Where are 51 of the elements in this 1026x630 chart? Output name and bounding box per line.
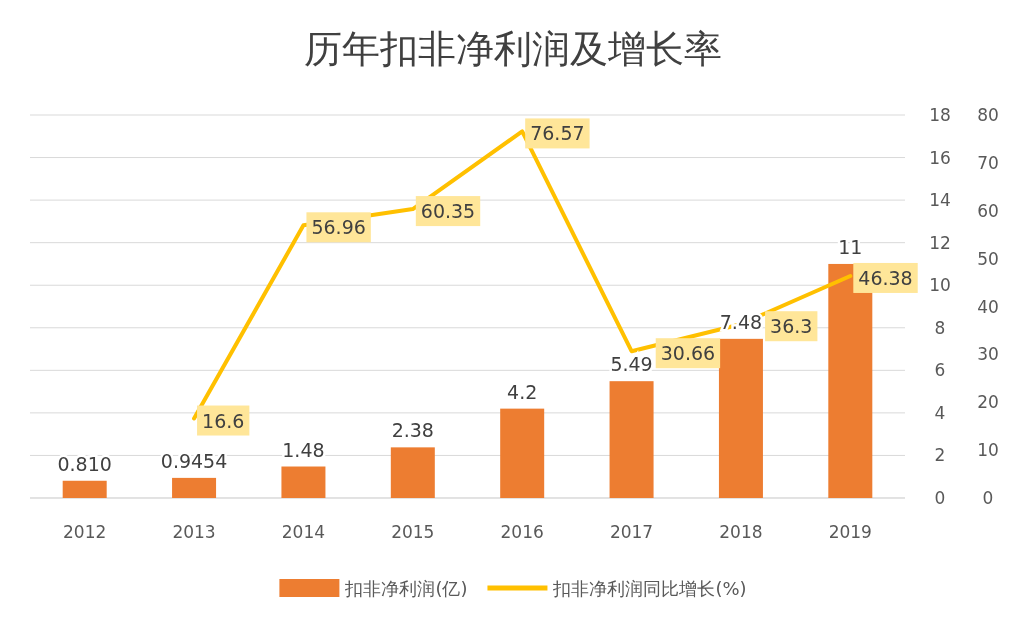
data-label: 56.96	[311, 216, 366, 239]
bar	[500, 408, 545, 498]
y2-tick-label: 20	[977, 392, 999, 413]
x-tick-label: 2013	[172, 522, 216, 542]
bar	[62, 480, 107, 498]
y-tick-label: 8	[934, 317, 946, 338]
data-label: 2.38	[391, 419, 434, 442]
data-label: 0.810	[57, 452, 112, 475]
data-label: 11	[838, 235, 863, 258]
x-tick-label: 2015	[391, 522, 435, 542]
y2-tick-label: 60	[977, 200, 999, 221]
y-tick-label: 2	[934, 445, 946, 466]
x-tick-label: 2016	[500, 522, 544, 542]
legend-label: 扣非净利润(亿)	[344, 578, 468, 599]
data-label: 0.9454	[160, 449, 228, 472]
x-tick-label: 2014	[281, 522, 326, 542]
x-tick-label: 2017	[609, 522, 654, 542]
x-tick-label: 2012	[63, 522, 107, 542]
data-label: 1.48	[282, 438, 325, 461]
bar	[390, 447, 435, 498]
y2-tick-label: 70	[977, 152, 999, 173]
bar	[718, 338, 763, 498]
data-label: 16.6	[202, 409, 245, 432]
data-label: 30.66	[660, 342, 716, 365]
bar	[609, 381, 654, 498]
data-label: 76.57	[530, 122, 585, 145]
data-label: 60.35	[420, 200, 476, 223]
data-label: 46.38	[858, 266, 913, 289]
y2-tick-label: 40	[977, 296, 999, 317]
bar	[281, 466, 326, 498]
x-tick-label: 2019	[828, 522, 872, 542]
data-label: 36.3	[770, 315, 813, 338]
y-tick-label: 6	[934, 360, 946, 381]
y2-tick-label: 0	[982, 488, 994, 508]
y2-tick-label: 30	[977, 344, 999, 365]
bar	[172, 477, 217, 498]
y2-tick-label: 50	[977, 248, 999, 269]
data-label: 4.2	[507, 380, 538, 403]
y-tick-label: 18	[929, 105, 951, 125]
y-tick-label: 16	[929, 147, 951, 168]
y-tick-label: 12	[929, 232, 951, 253]
y-tick-label: 10	[929, 275, 951, 296]
y-tick-label: 4	[934, 402, 946, 423]
chart-title: 历年扣非净利润及增长率	[304, 27, 722, 71]
legend-label: 扣非净利润同比增长(%)	[552, 578, 747, 599]
y-tick-label: 0	[934, 488, 946, 508]
y-tick-label: 14	[929, 190, 951, 211]
y2-tick-label: 80	[977, 105, 999, 125]
y2-tick-label: 10	[977, 440, 999, 461]
data-label: 5.49	[610, 353, 653, 376]
x-tick-label: 2018	[719, 522, 763, 542]
